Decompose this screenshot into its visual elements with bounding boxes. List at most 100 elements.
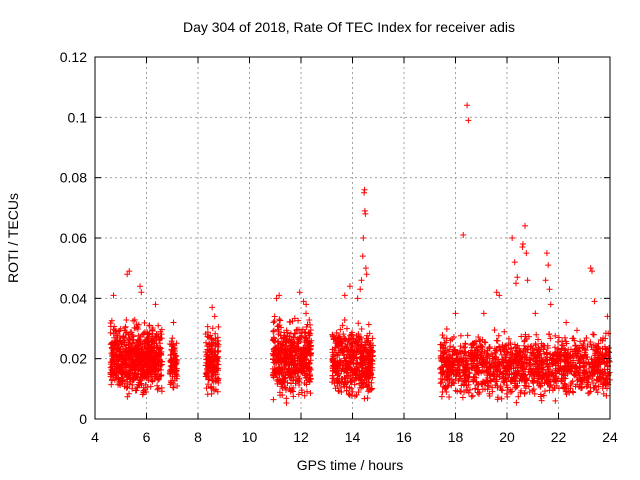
roti-point — [501, 379, 508, 386]
roti-point — [540, 392, 547, 399]
roti-point — [577, 364, 584, 371]
roti-point — [301, 346, 308, 353]
roti-point — [555, 334, 562, 341]
x-tick-label: 24 — [602, 429, 618, 445]
roti-point — [156, 336, 163, 343]
roti-point — [464, 332, 471, 339]
roti-point — [503, 342, 510, 349]
roti-point — [527, 349, 534, 356]
roti-outlier-point — [296, 289, 303, 296]
roti-point — [302, 374, 309, 381]
roti-point — [128, 333, 135, 340]
roti-point — [150, 365, 157, 372]
roti-point — [124, 393, 131, 400]
roti-point — [132, 343, 139, 350]
roti-point — [126, 381, 133, 388]
y-tick-label: 0.06 — [60, 230, 87, 246]
x-tick-label: 4 — [91, 429, 99, 445]
roti-point — [145, 336, 152, 343]
roti-point — [166, 369, 173, 376]
roti-point — [595, 383, 602, 390]
roti-point — [573, 373, 580, 380]
x-tick-label: 10 — [242, 429, 258, 445]
roti-point — [562, 353, 569, 360]
roti-point — [120, 358, 127, 365]
x-axis-label: GPS time / hours — [297, 457, 404, 473]
roti-point — [269, 365, 276, 372]
roti-point — [173, 368, 180, 375]
roti-point — [295, 317, 302, 324]
roti-point — [365, 388, 372, 395]
roti-point — [110, 350, 117, 357]
roti-point — [349, 388, 356, 395]
roti-point — [280, 341, 287, 348]
roti-point — [276, 322, 283, 329]
roti-point — [352, 338, 359, 345]
roti-outlier-point — [460, 231, 467, 238]
roti-point — [108, 345, 115, 352]
roti-point — [458, 382, 465, 389]
roti-point — [133, 363, 140, 370]
roti-outlier-point — [361, 186, 368, 193]
roti-point — [296, 338, 303, 345]
roti-point — [357, 342, 364, 349]
roti-point — [337, 359, 344, 366]
roti-point — [481, 338, 488, 345]
roti-point — [147, 363, 154, 370]
roti-point — [460, 344, 467, 351]
roti-point — [364, 332, 371, 339]
y-tick-label: 0.04 — [60, 290, 87, 306]
roti-point — [463, 387, 470, 394]
roti-point — [493, 353, 500, 360]
roti-point — [533, 331, 540, 338]
roti-point — [365, 321, 372, 328]
roti-point — [457, 332, 464, 339]
roti-point — [144, 334, 151, 341]
roti-point — [274, 374, 281, 381]
y-tick-label: 0 — [79, 411, 87, 427]
roti-point — [342, 338, 349, 345]
chart-title: Day 304 of 2018, Rate Of TEC Index for r… — [183, 19, 515, 35]
roti-point — [295, 369, 302, 376]
roti-point — [117, 364, 124, 371]
roti-point — [474, 382, 481, 389]
roti-point — [286, 385, 293, 392]
y-tick-label: 0.1 — [68, 109, 88, 125]
roti-outlier-point — [362, 265, 369, 272]
roti-point — [168, 362, 175, 369]
roti-point — [282, 387, 289, 394]
roti-point — [334, 340, 341, 347]
roti-point — [448, 382, 455, 389]
roti-point — [130, 377, 137, 384]
roti-point — [521, 382, 528, 389]
roti-point — [456, 367, 463, 374]
roti-point — [349, 353, 356, 360]
roti-point — [115, 328, 122, 335]
roti-point — [503, 390, 510, 397]
roti-point — [136, 376, 143, 383]
roti-point — [292, 376, 299, 383]
roti-point — [367, 386, 374, 393]
roti-point — [446, 346, 453, 353]
roti-point — [552, 332, 559, 339]
roti-point — [349, 369, 356, 376]
roti-point — [109, 355, 116, 362]
roti-point — [139, 375, 146, 382]
roti-point — [358, 354, 365, 361]
roti-point — [134, 367, 141, 374]
roti-outlier-point — [354, 295, 361, 302]
roti-point — [205, 381, 212, 388]
roti-point — [123, 361, 130, 368]
roti-point — [277, 377, 284, 384]
roti-point — [290, 334, 297, 341]
roti-point — [147, 357, 154, 364]
roti-point — [303, 310, 310, 317]
roti-point — [596, 375, 603, 382]
roti-point — [142, 362, 149, 369]
roti-point — [141, 338, 148, 345]
roti-point — [438, 393, 445, 400]
roti-point — [484, 370, 491, 377]
roti-point — [127, 371, 134, 378]
roti-point — [576, 358, 583, 365]
